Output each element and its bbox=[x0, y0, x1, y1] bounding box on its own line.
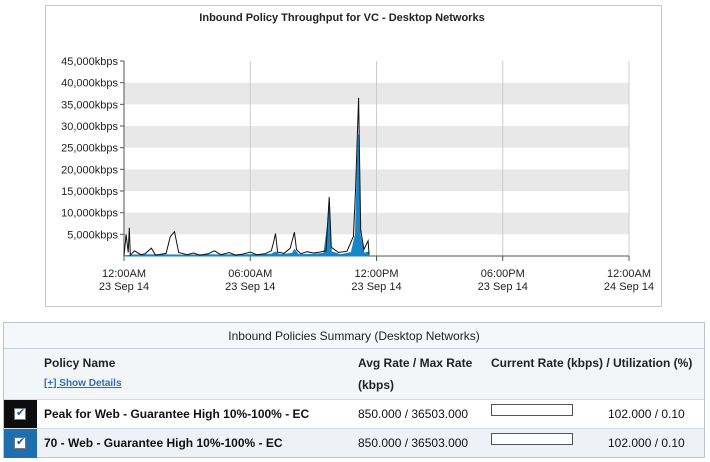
checkbox-cell: ✔ bbox=[4, 429, 37, 458]
summary-title: Inbound Policies Summary (Desktop Networ… bbox=[4, 323, 704, 349]
throughput-chart: Inbound Policy Throughput for VC - Deskt… bbox=[61, 12, 654, 293]
x-tick-date-label: 23 Sep 14 bbox=[99, 281, 149, 293]
chart-series bbox=[123, 97, 370, 257]
x-tick-date-label: 23 Sep 14 bbox=[351, 281, 401, 293]
y-tick-label: 25,000kbps bbox=[61, 143, 118, 155]
header-avg-max-rate[interactable]: Avg Rate / Max Rate bbox=[358, 356, 473, 370]
x-tick-time-label: 12:00AM bbox=[102, 268, 146, 280]
y-tick-label: 20,000kbps bbox=[61, 164, 118, 176]
y-tick-label: 35,000kbps bbox=[61, 99, 118, 111]
x-tick-date-label: 23 Sep 14 bbox=[225, 281, 275, 293]
x-tick-time-label: 06:00PM bbox=[481, 268, 525, 280]
table-row: ✔ Peak for Web - Guarantee High 10%-100%… bbox=[4, 399, 704, 429]
x-tick-time-label: 12:00PM bbox=[354, 268, 398, 280]
utilization-bar bbox=[491, 433, 573, 445]
throughput-chart-panel: Inbound Policy Throughput for VC - Deskt… bbox=[45, 5, 662, 307]
check-icon: ✔ bbox=[16, 406, 26, 419]
avg-max-rate: 850.000 / 36503.000 bbox=[358, 436, 469, 450]
checkbox-cell: ✔ bbox=[4, 400, 37, 429]
series-max-rate bbox=[123, 97, 370, 257]
table-row: ✔ 70 - Web - Guarantee High 10%-100% - E… bbox=[4, 428, 704, 458]
policy-checkbox[interactable]: ✔ bbox=[14, 406, 26, 420]
y-tick-label: 40,000kbps bbox=[61, 78, 118, 90]
utilization-bar bbox=[491, 404, 573, 416]
current-rate: 102.000 / 0.10 bbox=[608, 407, 685, 421]
header-kbps-unit: (kbps) bbox=[358, 378, 394, 392]
header-policy-name[interactable]: Policy Name bbox=[44, 356, 116, 370]
x-tick-date-label: 24 Sep 14 bbox=[604, 281, 654, 293]
policy-name: 70 - Web - Guarantee High 10%-100% - EC bbox=[44, 436, 283, 450]
header-current-rate[interactable]: Current Rate (kbps) / Utilization (%) bbox=[491, 356, 693, 370]
chart-title: Inbound Policy Throughput for VC - Deskt… bbox=[199, 12, 484, 24]
x-tick-date-label: 23 Sep 14 bbox=[478, 281, 528, 293]
check-icon: ✔ bbox=[16, 435, 26, 448]
x-tick-time-label: 12:00AM bbox=[607, 268, 651, 280]
avg-max-rate: 850.000 / 36503.000 bbox=[358, 407, 469, 421]
y-tick-label: 15,000kbps bbox=[61, 186, 118, 198]
policy-checkbox[interactable]: ✔ bbox=[14, 435, 26, 449]
show-details-link[interactable]: [+] Show Details bbox=[44, 378, 122, 389]
y-tick-label: 5,000kbps bbox=[67, 229, 118, 241]
x-tick-time-label: 06:00AM bbox=[228, 268, 272, 280]
y-tick-label: 45,000kbps bbox=[61, 56, 118, 68]
policy-name: Peak for Web - Guarantee High 10%-100% -… bbox=[44, 407, 310, 421]
y-axis: 5,000kbps 10,000kbps 15,000kbps 20,000kbps 2… bbox=[61, 56, 125, 256]
current-rate: 102.000 / 0.10 bbox=[608, 436, 685, 450]
y-tick-label: 10,000kbps bbox=[61, 208, 118, 220]
y-tick-label: 30,000kbps bbox=[61, 121, 118, 133]
policies-summary-panel: Inbound Policies Summary (Desktop Networ… bbox=[3, 322, 705, 458]
